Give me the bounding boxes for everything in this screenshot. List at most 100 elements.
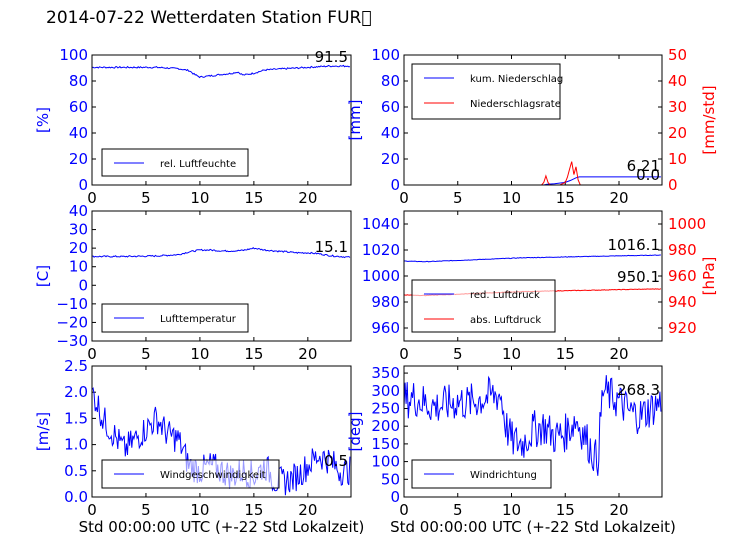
- y-right-tick-label: 960: [668, 267, 697, 285]
- y-tick-label: 150: [371, 435, 400, 453]
- y-tick-label: −10: [56, 295, 88, 313]
- y-tick-label: 50: [381, 470, 400, 488]
- y-axis-label: [deg]: [346, 412, 364, 452]
- x-tick-label: 0: [399, 189, 409, 207]
- y-right-axis-label: [hPa]: [700, 257, 718, 296]
- y-tick-label: 40: [69, 124, 88, 142]
- x-tick-label: 10: [502, 189, 521, 207]
- y-right-tick-label: 980: [668, 241, 697, 259]
- y-tick-label: 80: [381, 72, 400, 90]
- y-right-axis-label: [mm/std]: [700, 85, 718, 154]
- x-tick-label: 15: [244, 189, 263, 207]
- axes-frame: [403, 210, 663, 342]
- series-line: [403, 254, 661, 263]
- x-tick-label: 10: [190, 345, 209, 363]
- legend-entry: Niederschlagsrate: [470, 99, 561, 110]
- y-tick-label: 0.5: [64, 462, 88, 480]
- y-tick-label: 20: [69, 239, 88, 257]
- y-tick-label: 0.0: [64, 488, 88, 506]
- y-right-tick-label: 30: [668, 98, 687, 116]
- y-tick-label: 0: [78, 276, 88, 294]
- value-annotation: 950.1: [617, 268, 660, 286]
- x-tick-label: 10: [190, 501, 209, 519]
- value-annotation: 6.21: [627, 157, 660, 175]
- x-tick-label: 15: [556, 189, 575, 207]
- legend-entry: kum. Niederschlag: [470, 74, 563, 85]
- y-right-tick-label: 0: [668, 176, 678, 194]
- x-tick-label: 5: [453, 345, 463, 363]
- y-tick-label: 60: [69, 98, 88, 116]
- x-tick-label: 10: [190, 189, 209, 207]
- y-tick-label: −30: [56, 332, 88, 350]
- x-tick-label: 20: [298, 189, 317, 207]
- y-tick-label: 20: [69, 150, 88, 168]
- x-tick-label: 15: [244, 345, 263, 363]
- value-annotation: 268.3: [617, 381, 660, 399]
- x-axis-label: Std 00:00:00 UTC (+-22 Std Lokalzeit): [390, 518, 676, 536]
- series-line: [91, 64, 350, 79]
- y-tick-label: 40: [69, 202, 88, 220]
- value-annotation: 15.1: [315, 238, 348, 256]
- x-tick-label: 0: [87, 189, 97, 207]
- y-tick-label: 10: [69, 258, 88, 276]
- y-tick-label: 200: [371, 417, 400, 435]
- legend-entry: red. Luftdruck: [470, 290, 540, 301]
- y-tick-label: 100: [371, 453, 400, 471]
- legend-box: [411, 279, 556, 333]
- x-tick-label: 5: [141, 189, 151, 207]
- x-tick-label: 0: [399, 501, 409, 519]
- y-tick-label: 100: [371, 46, 400, 64]
- legend-entry: Windrichtung: [470, 470, 537, 481]
- y-axis-label: [mm]: [346, 100, 364, 141]
- y-tick-label: 980: [371, 293, 400, 311]
- y-tick-label: 350: [371, 364, 400, 382]
- series-line: [91, 247, 351, 259]
- legend-entry: Lufttemperatur: [160, 314, 237, 325]
- y-tick-label: 20: [381, 150, 400, 168]
- value-annotation: 1016.1: [608, 236, 661, 254]
- x-tick-label: 20: [609, 189, 628, 207]
- series-line: [404, 176, 661, 186]
- y-tick-label: 1.0: [64, 436, 88, 454]
- y-axis-label: [C]: [34, 265, 52, 287]
- y-tick-label: 2.5: [64, 357, 88, 375]
- y-tick-label: 1020: [362, 241, 400, 259]
- y-tick-label: −20: [56, 313, 88, 331]
- legend-entry: abs. Luftdruck: [470, 315, 541, 326]
- x-axis-label: Std 00:00:00 UTC (+-22 Std Lokalzeit): [79, 518, 365, 536]
- series-line: [403, 375, 662, 476]
- y-tick-label: 1040: [362, 215, 400, 233]
- x-tick-label: 5: [141, 501, 151, 519]
- value-annotation: 0.5: [324, 452, 348, 470]
- x-tick-label: 15: [556, 501, 575, 519]
- axes-frame: [91, 365, 352, 498]
- y-right-tick-label: 920: [668, 319, 697, 337]
- y-right-tick-label: 40: [668, 72, 687, 90]
- y-tick-label: 80: [69, 72, 88, 90]
- y-tick-label: 1.5: [64, 409, 88, 427]
- x-tick-label: 20: [298, 345, 317, 363]
- series-line: [404, 161, 661, 186]
- y-tick-label: 0: [390, 488, 400, 506]
- axes-frame: [91, 210, 352, 342]
- y-tick-label: 2.0: [64, 383, 88, 401]
- y-right-tick-label: 10: [668, 150, 687, 168]
- value-annotation: 0.0: [636, 166, 660, 184]
- x-tick-label: 0: [87, 345, 97, 363]
- figure-title: 2014-07-22 Wetterdaten Station FUR : [46, 8, 372, 28]
- x-tick-label: 5: [141, 345, 151, 363]
- legend-entry: rel. Luftfeuchte: [160, 159, 236, 170]
- y-tick-label: 250: [371, 399, 400, 417]
- y-tick-label: 0: [78, 176, 88, 194]
- x-tick-label: 5: [453, 501, 463, 519]
- y-tick-label: 300: [371, 382, 400, 400]
- x-tick-label: 20: [609, 501, 628, 519]
- axes-frame: [403, 54, 663, 186]
- y-axis-label: [%]: [34, 107, 52, 133]
- legend-box: [411, 63, 561, 120]
- y-tick-label: 100: [59, 46, 88, 64]
- y-tick-label: 40: [381, 124, 400, 142]
- y-right-tick-label: 1000: [668, 215, 706, 233]
